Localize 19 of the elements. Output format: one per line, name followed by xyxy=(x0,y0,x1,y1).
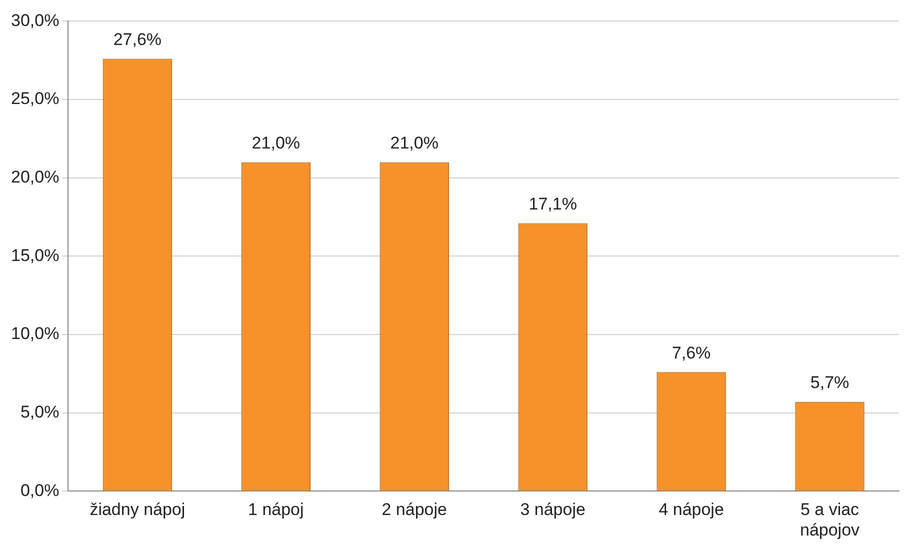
data-label: 7,6% xyxy=(672,343,711,362)
data-label: 17,1% xyxy=(528,194,577,214)
y-tick-label: 30,0% xyxy=(11,10,60,30)
data-label: 27,6% xyxy=(113,30,162,49)
x-tick-label: 4 nápoje xyxy=(658,500,724,520)
x-tick-label: 1 nápoj xyxy=(248,500,304,520)
y-tick-label: 20,0% xyxy=(11,168,60,187)
data-label: 21,0% xyxy=(390,133,438,152)
y-tick-label: 15,0% xyxy=(11,246,60,265)
x-tick-label: 5 a viac nápojov xyxy=(800,500,860,540)
y-tick-label: 5,0% xyxy=(20,402,60,422)
data-label: 21,0% xyxy=(252,133,300,152)
x-tick-label: žiadny nápoj xyxy=(90,500,186,520)
y-tick-label: 0,0% xyxy=(20,480,60,500)
x-tick-label: 2 nápoje xyxy=(382,500,447,520)
y-tick-label: 25,0% xyxy=(11,89,60,108)
x-tick-label: 3 nápoje xyxy=(520,500,586,520)
y-tick-label: 10,0% xyxy=(11,324,60,344)
data-label: 5,7% xyxy=(810,373,850,392)
